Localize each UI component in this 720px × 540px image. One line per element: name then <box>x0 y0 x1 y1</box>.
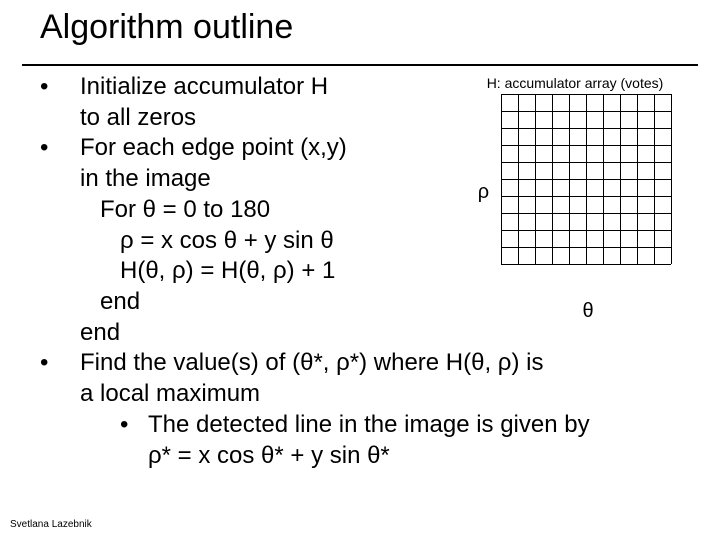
bullet-mark: • <box>40 133 80 348</box>
bullet-3: • Find the value(s) of (θ*, ρ*) where H(… <box>40 348 680 471</box>
accumulator-grid <box>501 94 672 270</box>
title-underline <box>22 64 698 66</box>
sub-bullet-mark: • <box>120 410 148 471</box>
accumulator-figure: H: accumulator array (votes) ρ θ <box>460 75 690 323</box>
figure-body: ρ <box>460 94 690 270</box>
grid-svg <box>501 94 672 265</box>
b2-l1: For each edge point (x,y) <box>80 134 347 161</box>
b3s-l1: The detected line in the image is given … <box>148 411 590 438</box>
bullet-3-sub: • The detected line in the image is give… <box>80 410 680 471</box>
sub-bullet-text: The detected line in the image is given … <box>148 410 590 471</box>
b1-l1: Initialize accumulator H <box>80 73 328 100</box>
slide-title: Algorithm outline <box>40 8 293 47</box>
bullet-text: Find the value(s) of (θ*, ρ*) where H(θ,… <box>80 348 680 471</box>
b3s-l2: ρ* = x cos θ* + y sin θ* <box>148 442 390 469</box>
b1-l2: to all zeros <box>80 104 196 131</box>
theta-axis-label: θ <box>460 300 690 323</box>
slide: Algorithm outline • Initialize accumulat… <box>0 0 720 540</box>
b3-l2: a local maximum <box>80 380 260 407</box>
b2-l2: in the image <box>80 165 211 192</box>
b3-l1: Find the value(s) of (θ*, ρ*) where H(θ,… <box>80 349 543 376</box>
rho-axis-label: ρ <box>478 181 489 204</box>
footer-credit: Svetlana Lazebnik <box>10 519 92 530</box>
bullet-mark: • <box>40 72 80 133</box>
bullet-mark: • <box>40 348 80 471</box>
figure-caption: H: accumulator array (votes) <box>460 75 690 91</box>
